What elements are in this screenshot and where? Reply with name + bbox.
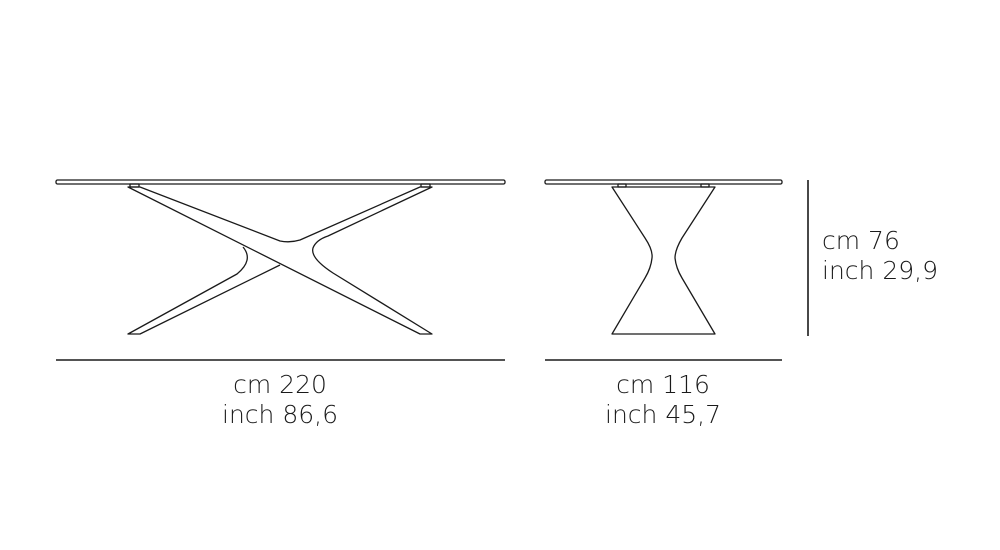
- front-leg-main: [127, 186, 433, 335]
- width-cm-label: cm 220: [233, 370, 327, 399]
- depth-inch-label: inch 45,7: [605, 400, 721, 429]
- side-view: [544, 179, 783, 335]
- height-cm-label: cm 76: [822, 226, 900, 255]
- front-tabletop: [55, 179, 506, 185]
- width-inch-label: inch 86,6: [222, 400, 338, 429]
- side-tabletop: [544, 179, 783, 185]
- front-leg-lower-left: [127, 246, 281, 335]
- depth-cm-label: cm 116: [616, 370, 710, 399]
- height-inch-label: inch 29,9: [822, 256, 938, 285]
- front-view: [55, 179, 506, 335]
- side-base: [611, 186, 716, 335]
